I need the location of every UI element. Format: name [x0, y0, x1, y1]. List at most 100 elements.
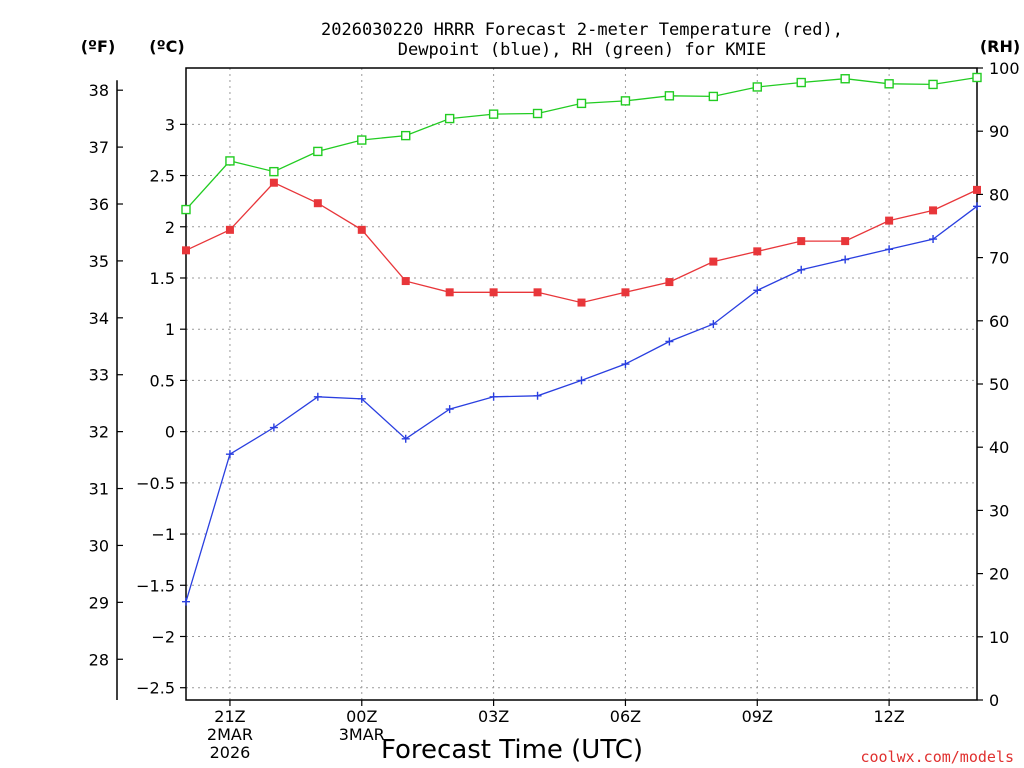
data-point: [797, 237, 806, 246]
data-point: [357, 394, 366, 403]
rh-tick-label: 100: [989, 59, 1020, 78]
data-point: [269, 423, 278, 432]
series-line-dewpoint: [185, 205, 978, 602]
x-tick-label: 12Z: [873, 707, 904, 726]
data-point: [708, 91, 719, 102]
data-point: [753, 247, 762, 256]
fahrenheit-tick-label: 28: [89, 650, 109, 669]
data-point: [577, 376, 586, 385]
celsius-tick-label: 0: [165, 423, 175, 442]
series-layer: [181, 72, 982, 606]
rh-tick-label: 90: [989, 122, 1009, 141]
data-point: [401, 130, 411, 141]
data-point: [709, 320, 718, 329]
data-point: [182, 597, 190, 606]
x-tick-label: 09Z: [742, 707, 773, 726]
x-tick-label: 3MAR: [339, 725, 385, 744]
data-point: [753, 286, 762, 295]
data-point: [532, 108, 543, 119]
data-point: [401, 434, 410, 443]
x-tick-label: 00Z: [346, 707, 377, 726]
fahrenheit-tick-label: 31: [89, 480, 109, 499]
data-point: [664, 91, 675, 101]
data-point: [445, 288, 454, 297]
data-point: [576, 98, 587, 109]
data-point: [182, 246, 190, 255]
rh-tick-label: 40: [989, 438, 1009, 457]
series-temperature: [182, 178, 981, 307]
chart-title-line1: 2026030220 HRRR Forecast 2-meter Tempera…: [321, 20, 843, 40]
rh-tick-label: 20: [989, 565, 1009, 584]
rh-tick-label: 30: [989, 501, 1009, 520]
data-point: [444, 113, 455, 124]
celsius-tick-label: −1.5: [136, 576, 175, 595]
axes-layer: −2.5 −2 −1.5 −1 −0.5 0 0.5 1 1.5 2 2.5 3 28 29 30 31 32 3…: [89, 59, 1020, 762]
data-point: [225, 450, 234, 459]
x-tick-label: 2026: [210, 743, 251, 762]
data-point: [313, 392, 322, 401]
fahrenheit-tick-label: 38: [89, 81, 109, 100]
data-point: [489, 288, 498, 297]
x-tick-label: 2MAR: [207, 725, 253, 744]
data-point: [357, 225, 366, 234]
series-line-rh: [185, 76, 978, 211]
data-point: [840, 74, 850, 84]
data-point: [665, 337, 674, 346]
rh-tick-label: 80: [989, 185, 1009, 204]
data-point: [885, 216, 894, 225]
data-point: [973, 185, 981, 194]
fahrenheit-tick-label: 29: [89, 593, 109, 612]
data-point: [225, 156, 235, 166]
fahrenheit-tick-label: 35: [89, 252, 109, 271]
rh-tick-label: 60: [989, 312, 1009, 331]
celsius-unit-label: (ºC): [149, 37, 184, 56]
data-point: [929, 235, 938, 244]
celsius-tick-label: 0.5: [150, 371, 175, 390]
celsius-tick-label: −2.5: [136, 679, 175, 698]
data-point: [841, 237, 850, 246]
data-point: [621, 360, 630, 369]
rh-tick-label: 0: [989, 691, 999, 710]
data-point: [665, 278, 674, 287]
data-point: [797, 265, 806, 274]
series-rh: [181, 72, 982, 215]
celsius-tick-label: 3: [165, 115, 175, 134]
data-point: [577, 298, 586, 307]
fahrenheit-tick-label: 37: [89, 138, 109, 157]
data-point: [533, 391, 542, 400]
rh-unit-label: (RH): [980, 37, 1020, 56]
x-tick-label: 03Z: [478, 707, 509, 726]
data-point: [884, 79, 894, 89]
celsius-tick-label: −1: [151, 525, 175, 544]
data-point: [488, 109, 499, 119]
data-point: [533, 288, 542, 297]
data-point: [929, 206, 938, 215]
x-axis-title: Forecast Time (UTC): [381, 735, 643, 765]
data-point: [885, 245, 894, 254]
fahrenheit-tick-label: 34: [89, 309, 109, 328]
data-point: [357, 135, 367, 145]
data-point: [841, 255, 850, 264]
fahrenheit-unit-label: (ºF): [81, 37, 116, 56]
data-point: [181, 204, 191, 215]
data-point: [709, 257, 718, 266]
fahrenheit-tick-label: 30: [89, 536, 109, 555]
data-point: [401, 277, 410, 286]
data-point: [225, 225, 234, 234]
data-point: [621, 288, 630, 297]
data-point: [313, 146, 323, 157]
fahrenheit-tick-label: 36: [89, 195, 109, 214]
credit-text: coolwx.com/models: [860, 748, 1014, 766]
x-tick-label: 21Z: [214, 707, 245, 726]
rh-tick-label: 50: [989, 375, 1009, 394]
celsius-tick-label: −2: [151, 627, 175, 646]
data-point: [973, 202, 981, 211]
fahrenheit-tick-label: 32: [89, 423, 109, 442]
series-dewpoint: [182, 202, 981, 606]
rh-tick-label: 70: [989, 249, 1009, 268]
data-point: [972, 72, 982, 83]
data-point: [752, 82, 762, 92]
data-point: [269, 166, 279, 177]
data-point: [489, 392, 498, 401]
